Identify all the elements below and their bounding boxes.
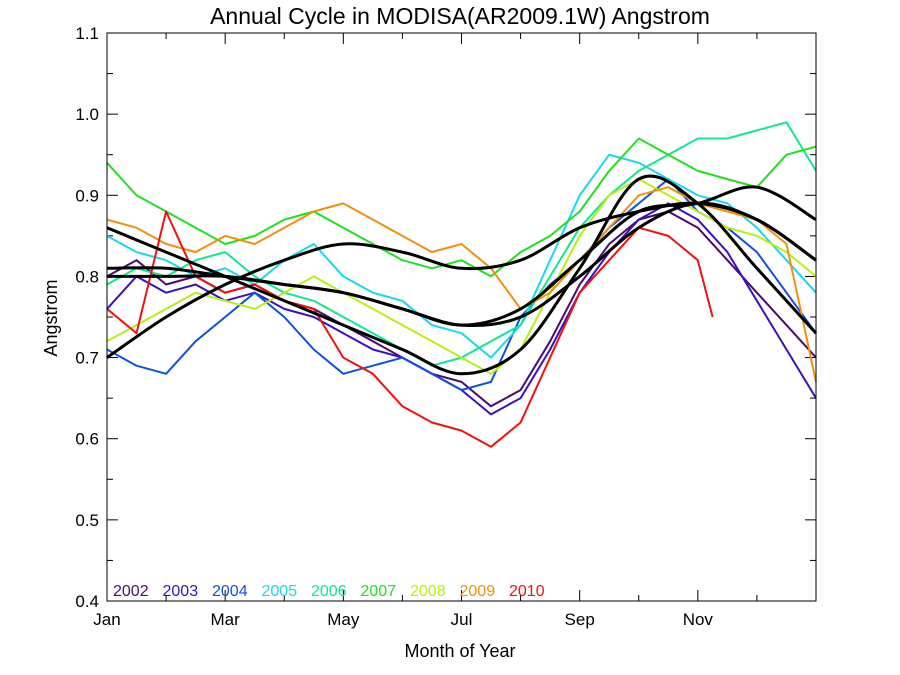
x-tick-label: Jul: [451, 610, 473, 629]
x-tick-label: Jan: [93, 610, 120, 629]
legend-entry-2009: 2009: [460, 583, 496, 600]
series-line-2010: [106, 210, 714, 448]
y-tick-label: 0.4: [75, 592, 99, 611]
x-tick-label: May: [327, 610, 360, 629]
legend-entry-2006: 2006: [311, 583, 347, 600]
fit-curves: [106, 174, 818, 376]
legend-entry-2003: 2003: [163, 583, 199, 600]
y-tick-label: 0.5: [75, 511, 99, 530]
series-line-2009: [106, 186, 817, 383]
x-tick-label: Nov: [683, 610, 714, 629]
fit-curve-4: [106, 201, 817, 328]
legend-entry-2010: 2010: [509, 583, 545, 600]
y-tick-label: 0.6: [75, 430, 99, 449]
plot-frame: [106, 32, 817, 602]
axis-ticks: 0.4 0.5 0.6 0.7 0.8 0.9 1.0 1.1 Jan Mar May Jul Sep N…: [75, 24, 816, 629]
series-line-2005: [106, 153, 817, 359]
legend: 2002 2003 2004 2005 2006 2007 2008 2009 2010: [113, 583, 545, 600]
y-tick-label: 1.0: [75, 105, 99, 124]
legend-entry-2002: 2002: [113, 583, 149, 600]
x-axis-label: Month of Year: [404, 641, 515, 661]
y-tick-label: 1.1: [75, 24, 99, 43]
series-lines: [106, 121, 817, 448]
legend-entry-2007: 2007: [361, 583, 397, 600]
series-line-2007: [106, 137, 817, 278]
y-tick-label: 0.7: [75, 349, 99, 368]
legend-entry-2008: 2008: [410, 583, 446, 600]
y-tick-label: 0.8: [75, 267, 99, 286]
legend-entry-2005: 2005: [262, 583, 298, 600]
fit-curve-2: [106, 174, 818, 376]
y-axis-label: Angstrom: [41, 279, 61, 356]
y-tick-label: 0.9: [75, 186, 99, 205]
series-line-2008: [106, 178, 817, 375]
x-tick-label: Mar: [211, 610, 241, 629]
chart-title: Annual Cycle in MODISA(AR2009.1W) Angstr…: [210, 3, 710, 29]
x-tick-label: Sep: [565, 610, 595, 629]
legend-entry-2004: 2004: [212, 583, 248, 600]
